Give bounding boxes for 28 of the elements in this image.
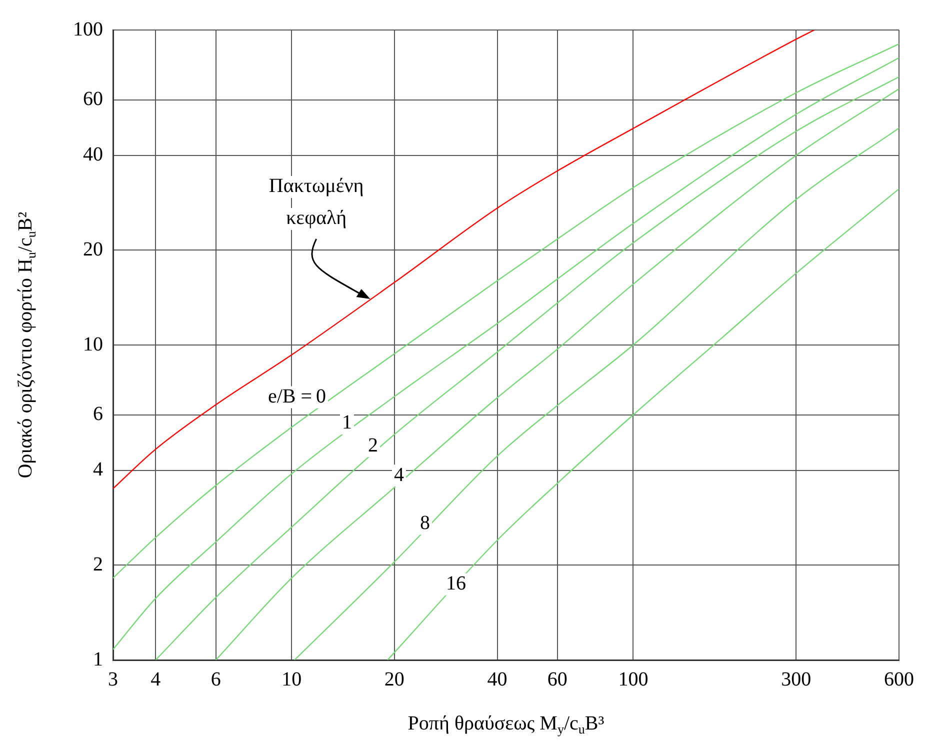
y-tick-label: 6 (93, 403, 103, 426)
y-tick-label: 40 (83, 144, 103, 166)
series-label: 0 (316, 386, 326, 408)
x-tick-label: 40 (487, 668, 508, 690)
y-tick-label: 100 (73, 18, 103, 40)
x-tick-label: 60 (547, 668, 568, 690)
y-tick-label: 1 (93, 648, 103, 670)
y-tick-label: 2 (93, 553, 103, 576)
y-tick-label: 4 (93, 458, 103, 481)
annotation: e/B = (268, 386, 312, 408)
series-label: 16 (446, 572, 466, 595)
y-tick-label: 10 (83, 333, 103, 356)
series-label: 4 (394, 464, 404, 486)
series-label: 2 (368, 434, 378, 456)
x-tick-label: 6 (210, 668, 221, 690)
y-tick-label: 20 (83, 238, 103, 260)
annotation: Πακτωμένη κεφαλή (268, 175, 364, 230)
y-tick-label: 60 (83, 88, 103, 110)
y-axis-title: Οριακό οριζόντιο φορτίο Hu/cuB² (14, 212, 38, 478)
x-tick-label: 20 (384, 668, 404, 690)
x-tick-label: 300 (781, 668, 812, 690)
x-tick-label: 600 (884, 668, 914, 690)
x-tick-label: 4 (150, 668, 161, 690)
x-tick-label: 100 (618, 668, 648, 690)
x-tick-label: 10 (282, 668, 302, 690)
series-label: 1 (342, 412, 352, 434)
x-tick-label: 3 (108, 668, 118, 690)
series-label: 8 (420, 512, 430, 534)
